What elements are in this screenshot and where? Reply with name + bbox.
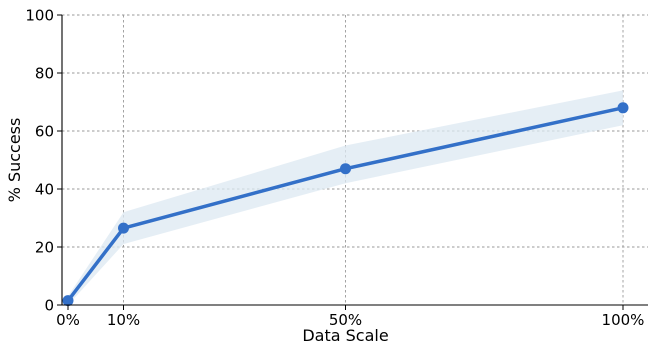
confidence-band [68, 90, 623, 306]
y-tick-label: 80 [35, 65, 54, 83]
y-axis-label: % Success [5, 118, 24, 203]
data-point [118, 222, 129, 234]
y-tick-label: 0 [44, 297, 54, 315]
y-tick-label: 20 [35, 239, 54, 257]
y-axis-ticks: 0 20 40 60 80 100 [25, 7, 62, 315]
confidence-bands [68, 90, 623, 306]
x-axis-ticks: 0% 10% 50% 100% [56, 305, 644, 329]
series-lines [66, 106, 625, 303]
data-point [617, 102, 629, 114]
x-tick-label: 50% [329, 311, 362, 329]
data-point [62, 295, 74, 307]
x-tick-label: 10% [107, 311, 140, 329]
series-points [62, 102, 629, 307]
series-line [66, 106, 625, 303]
data-point [340, 163, 351, 175]
x-tick-label: 100% [602, 311, 645, 329]
x-axis-label: Data Scale [302, 326, 388, 345]
x-tick-label: 0% [56, 311, 80, 329]
axes [61, 15, 648, 306]
y-tick-label: 60 [35, 123, 54, 141]
y-tick-label: 100 [25, 7, 54, 25]
y-tick-label: 40 [35, 181, 54, 199]
